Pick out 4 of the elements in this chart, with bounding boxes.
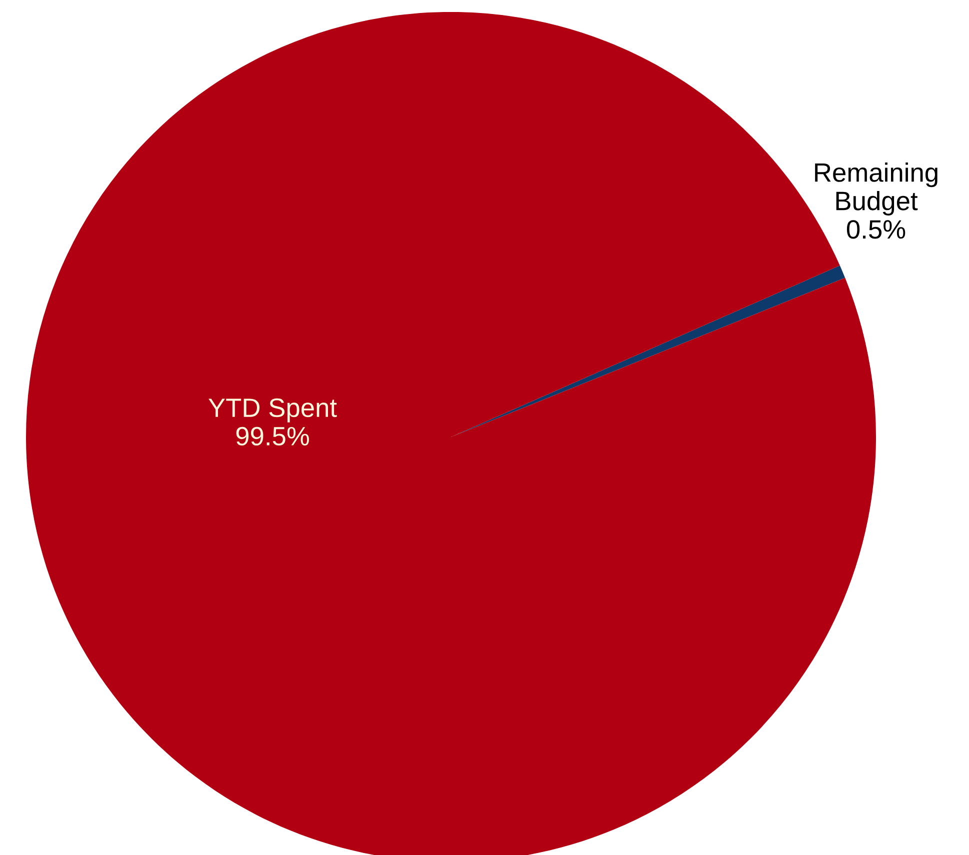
slice-label: YTD Spent xyxy=(208,398,337,422)
data-label: 0.5% xyxy=(846,220,906,239)
data-label: 99.5% xyxy=(236,426,309,446)
slice-label: Remaining Budget xyxy=(815,162,938,216)
